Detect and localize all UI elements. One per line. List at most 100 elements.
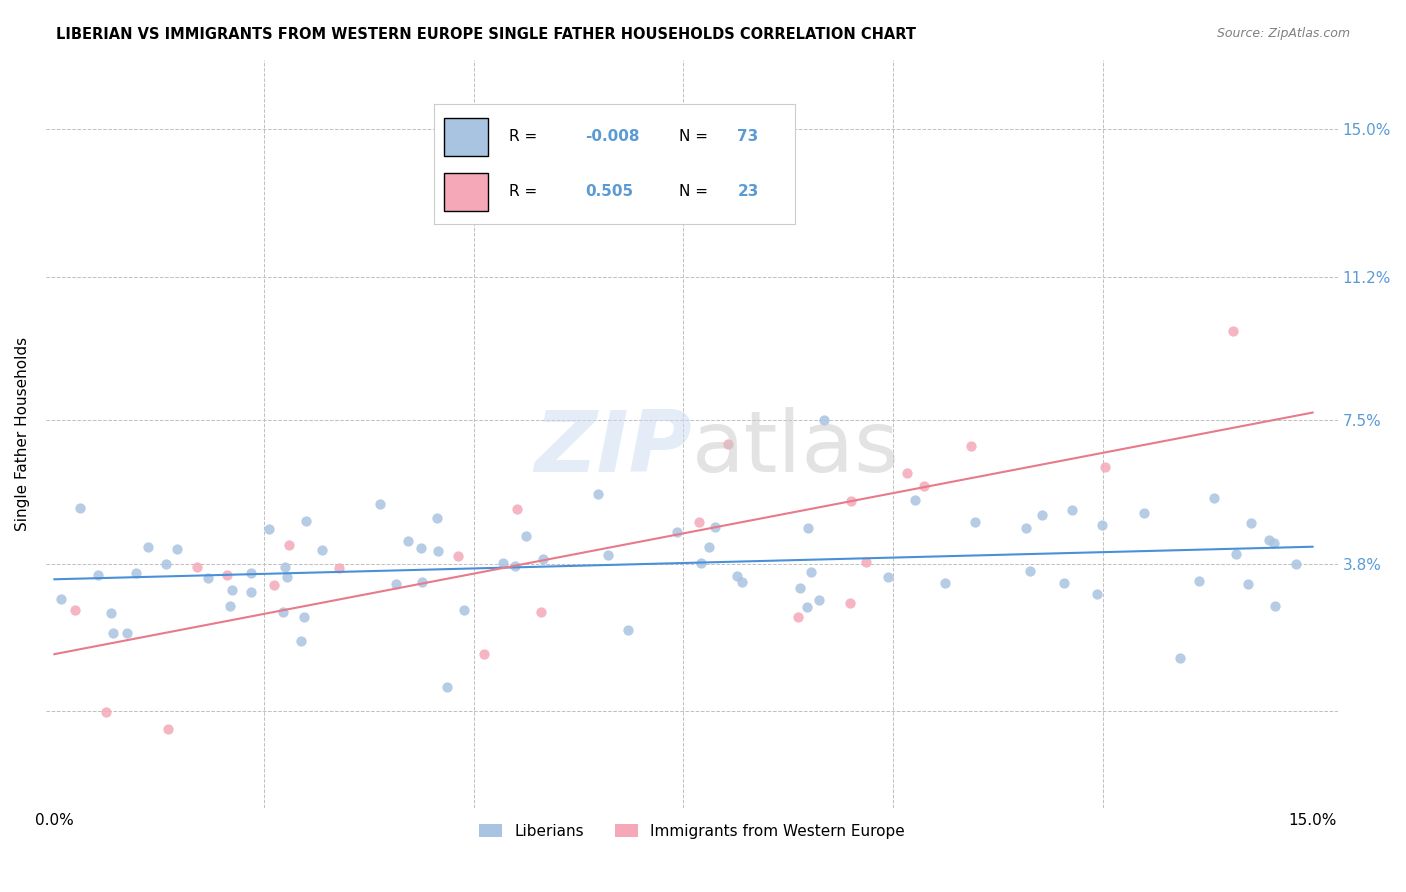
Point bbox=[688, 515, 710, 529]
Point bbox=[959, 439, 981, 453]
Point bbox=[426, 544, 449, 558]
Point bbox=[51, 592, 73, 607]
Point bbox=[86, 568, 108, 582]
Point bbox=[94, 705, 117, 719]
Point bbox=[290, 634, 312, 648]
Legend: Liberians, Immigrants from Western Europe: Liberians, Immigrants from Western Europ… bbox=[474, 818, 911, 845]
Point bbox=[276, 570, 298, 584]
Point bbox=[368, 497, 391, 511]
Point bbox=[1015, 521, 1038, 535]
Point bbox=[218, 599, 240, 614]
Point bbox=[796, 521, 818, 535]
Point bbox=[221, 582, 243, 597]
Point bbox=[1094, 460, 1116, 475]
Point bbox=[912, 479, 935, 493]
Point bbox=[65, 602, 87, 616]
Point bbox=[472, 647, 495, 661]
Point bbox=[166, 541, 188, 556]
Point bbox=[492, 556, 515, 570]
Point bbox=[796, 600, 818, 615]
Point bbox=[934, 575, 956, 590]
Point bbox=[1091, 517, 1114, 532]
Point bbox=[731, 574, 754, 589]
Point bbox=[1187, 574, 1209, 588]
Point bbox=[703, 519, 725, 533]
Point bbox=[617, 623, 640, 637]
Point bbox=[186, 559, 208, 574]
Point bbox=[100, 606, 122, 620]
Point bbox=[725, 568, 748, 582]
Point bbox=[839, 596, 862, 610]
Point bbox=[396, 534, 419, 549]
Point bbox=[292, 610, 315, 624]
Text: Source: ZipAtlas.com: Source: ZipAtlas.com bbox=[1216, 27, 1350, 40]
Point bbox=[1237, 576, 1260, 591]
Point bbox=[436, 680, 458, 694]
Point bbox=[1018, 565, 1040, 579]
Point bbox=[328, 560, 350, 574]
Point bbox=[1264, 599, 1286, 613]
Point bbox=[257, 522, 280, 536]
Point bbox=[530, 605, 553, 619]
Point bbox=[1222, 324, 1244, 338]
Point bbox=[69, 501, 91, 516]
Point bbox=[855, 555, 877, 569]
Point bbox=[586, 487, 609, 501]
Point bbox=[896, 466, 918, 480]
Point bbox=[1168, 651, 1191, 665]
Point bbox=[965, 515, 987, 529]
Point bbox=[690, 556, 713, 570]
Y-axis label: Single Father Households: Single Father Households bbox=[15, 336, 30, 531]
Point bbox=[813, 413, 835, 427]
Point bbox=[1263, 535, 1285, 549]
Point bbox=[1225, 547, 1247, 561]
Point bbox=[515, 529, 537, 543]
Point bbox=[409, 541, 432, 555]
Point bbox=[1239, 516, 1261, 530]
Point bbox=[239, 585, 262, 599]
Point bbox=[807, 593, 830, 607]
Point bbox=[156, 722, 179, 736]
Point bbox=[1053, 576, 1076, 591]
Point bbox=[904, 492, 927, 507]
Point bbox=[717, 437, 740, 451]
Point bbox=[239, 566, 262, 580]
Point bbox=[1133, 506, 1156, 520]
Point bbox=[877, 570, 900, 584]
Text: LIBERIAN VS IMMIGRANTS FROM WESTERN EUROPE SINGLE FATHER HOUSEHOLDS CORRELATION : LIBERIAN VS IMMIGRANTS FROM WESTERN EURO… bbox=[56, 27, 917, 42]
Point bbox=[101, 625, 124, 640]
Point bbox=[197, 571, 219, 585]
Point bbox=[217, 568, 239, 582]
Point bbox=[531, 551, 554, 566]
Point bbox=[294, 514, 316, 528]
Point bbox=[384, 576, 406, 591]
Point bbox=[155, 557, 177, 571]
Point bbox=[274, 559, 297, 574]
Point bbox=[1285, 557, 1308, 571]
Point bbox=[426, 511, 449, 525]
Point bbox=[447, 549, 470, 564]
Point bbox=[506, 502, 529, 516]
Point bbox=[411, 574, 433, 589]
Text: ZIP: ZIP bbox=[534, 407, 692, 490]
Point bbox=[598, 549, 620, 563]
Point bbox=[1060, 503, 1083, 517]
Point bbox=[1258, 533, 1281, 548]
Point bbox=[841, 494, 863, 508]
Point bbox=[453, 602, 475, 616]
Point bbox=[1204, 491, 1226, 506]
Point bbox=[125, 566, 148, 581]
Point bbox=[263, 578, 285, 592]
Point bbox=[271, 605, 294, 619]
Point bbox=[786, 610, 808, 624]
Point bbox=[697, 541, 720, 555]
Point bbox=[278, 537, 301, 551]
Point bbox=[117, 626, 139, 640]
Text: atlas: atlas bbox=[692, 407, 900, 490]
Point bbox=[666, 525, 689, 540]
Point bbox=[800, 565, 823, 579]
Point bbox=[789, 582, 811, 596]
Point bbox=[136, 541, 159, 555]
Point bbox=[505, 559, 527, 574]
Point bbox=[1085, 587, 1108, 601]
